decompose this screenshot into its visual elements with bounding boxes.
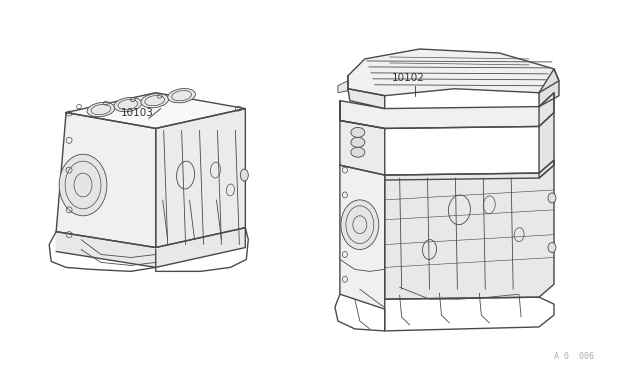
Polygon shape	[156, 109, 245, 247]
Polygon shape	[539, 69, 559, 107]
Ellipse shape	[341, 200, 379, 250]
Polygon shape	[338, 81, 348, 93]
Polygon shape	[56, 113, 156, 247]
Ellipse shape	[351, 147, 365, 157]
Ellipse shape	[548, 243, 556, 253]
Polygon shape	[340, 101, 385, 175]
Ellipse shape	[351, 137, 365, 147]
Ellipse shape	[141, 93, 168, 108]
Ellipse shape	[351, 128, 365, 137]
Polygon shape	[539, 93, 554, 178]
Ellipse shape	[87, 102, 115, 117]
Polygon shape	[56, 228, 245, 267]
Polygon shape	[340, 165, 385, 309]
Ellipse shape	[168, 89, 195, 103]
Polygon shape	[348, 76, 385, 109]
Polygon shape	[348, 49, 559, 96]
Polygon shape	[66, 93, 245, 128]
Text: 10103: 10103	[121, 108, 154, 118]
Ellipse shape	[59, 154, 107, 216]
Text: A 0  006: A 0 006	[554, 352, 594, 361]
Ellipse shape	[241, 169, 248, 181]
Polygon shape	[385, 160, 554, 299]
Text: 10102: 10102	[392, 73, 424, 83]
Ellipse shape	[114, 97, 141, 112]
Polygon shape	[340, 93, 554, 128]
Polygon shape	[385, 160, 554, 180]
Ellipse shape	[548, 193, 556, 203]
